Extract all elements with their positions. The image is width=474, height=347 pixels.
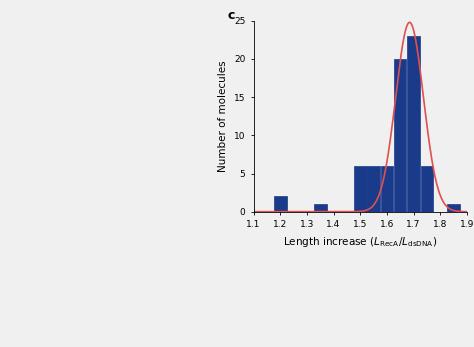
Bar [367, 166, 380, 212]
Bar [394, 59, 407, 212]
Bar [420, 166, 433, 212]
Bar [407, 36, 420, 212]
X-axis label: Length increase ($L_{\rm RecA}/L_{\rm dsDNA}$): Length increase ($L_{\rm RecA}/L_{\rm ds… [283, 235, 438, 248]
Bar [314, 204, 327, 212]
Text: c: c [228, 9, 236, 22]
Bar [274, 196, 286, 212]
Y-axis label: Number of molecules: Number of molecules [218, 60, 228, 172]
Bar [447, 204, 460, 212]
Bar [381, 166, 393, 212]
Bar [354, 166, 366, 212]
